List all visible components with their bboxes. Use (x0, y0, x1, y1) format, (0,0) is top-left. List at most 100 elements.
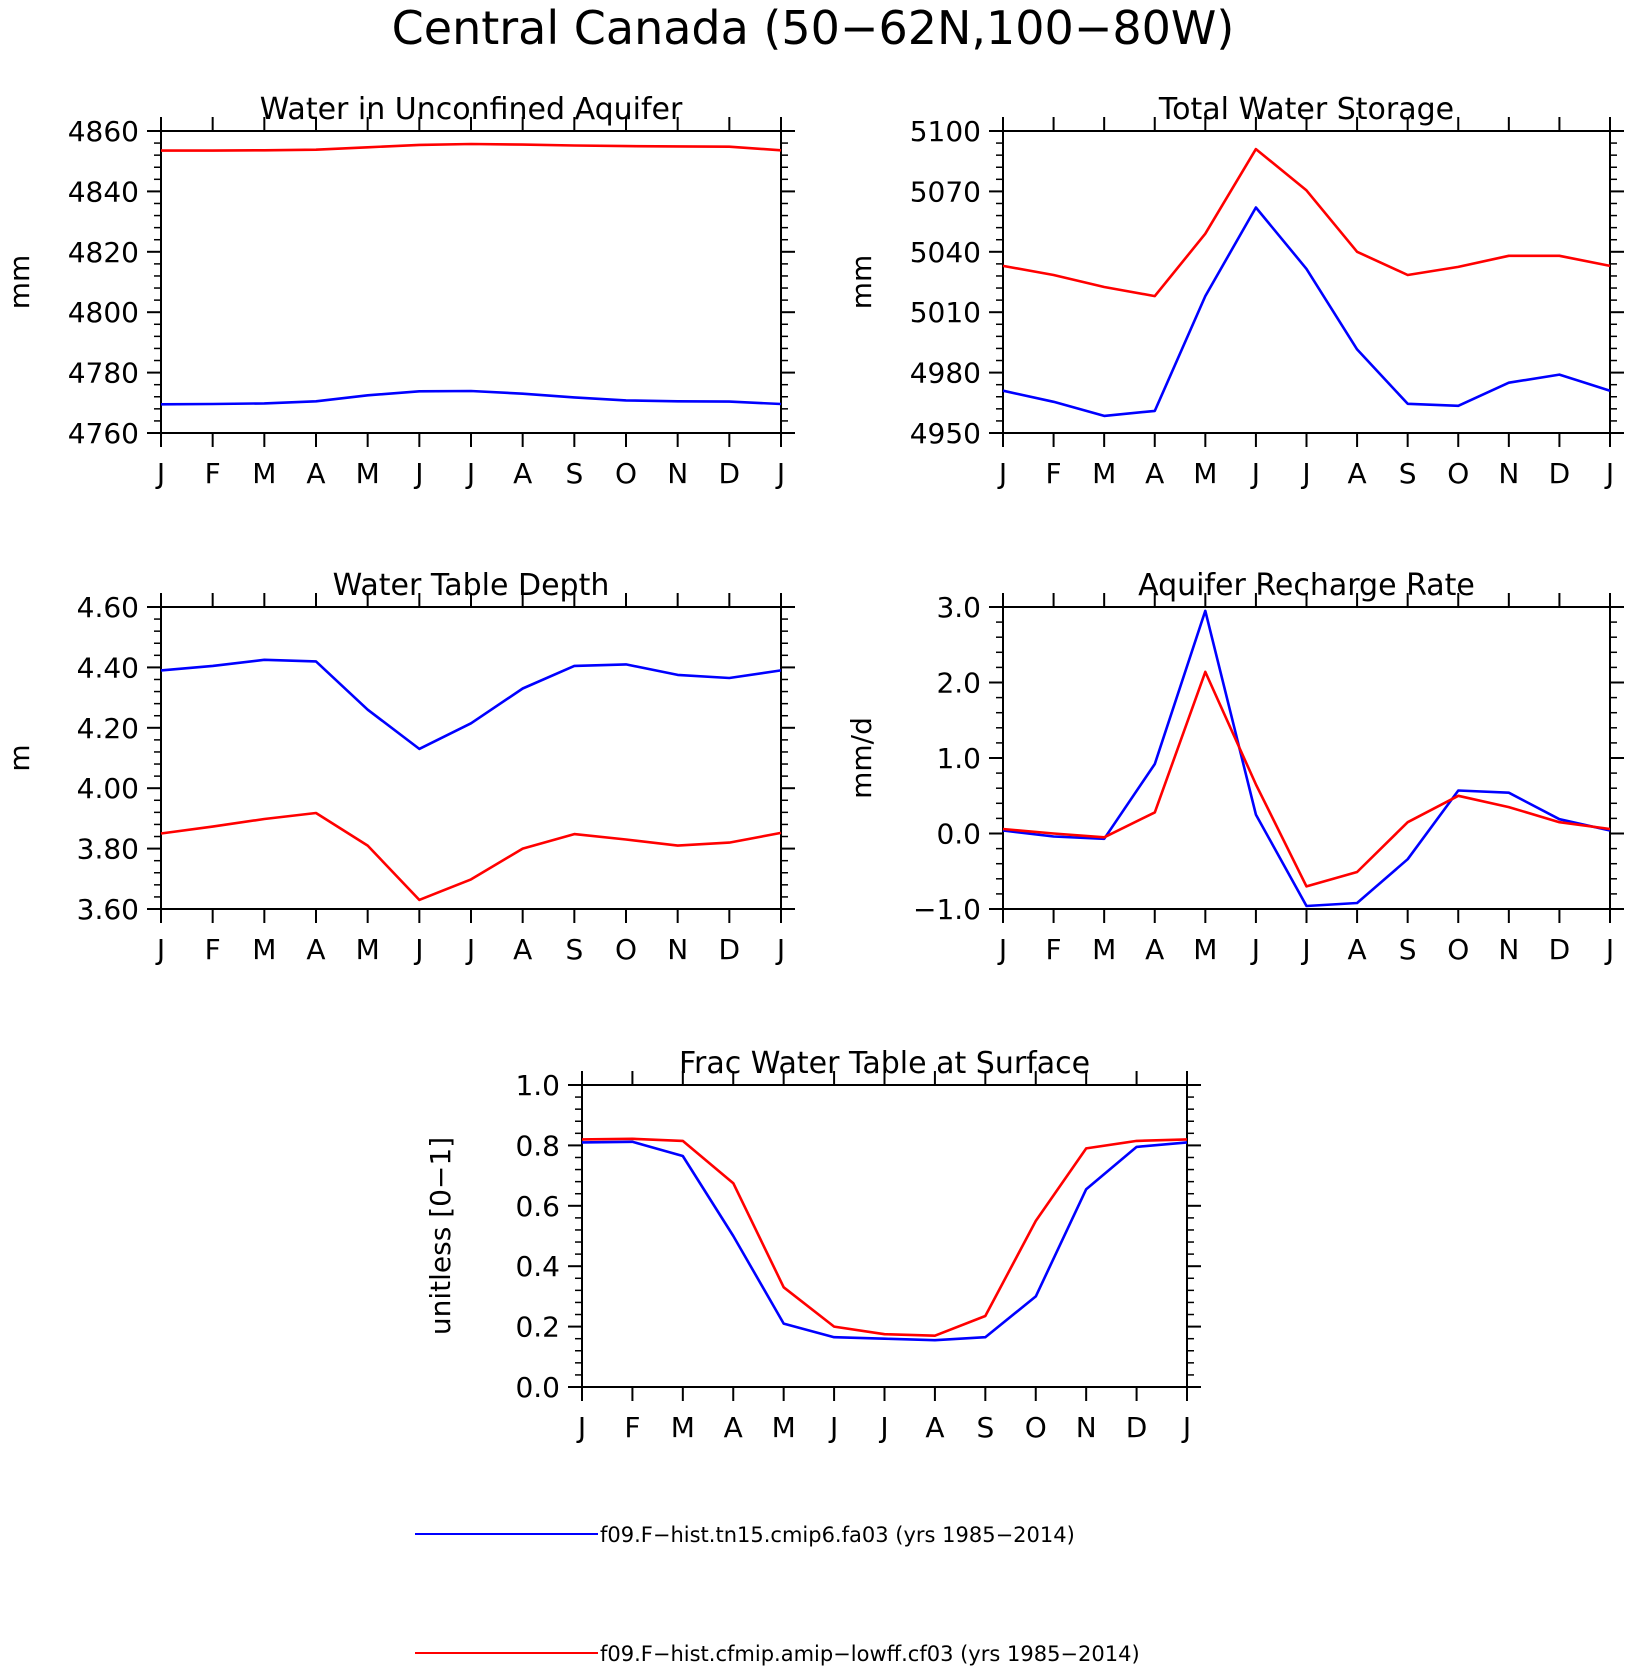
x-tick-label: F (1046, 933, 1062, 966)
x-tick-label: O (1447, 933, 1469, 966)
y-tick-label: 4.20 (77, 712, 139, 745)
x-tick-label: S (1399, 933, 1417, 966)
chart-panel-3: Water Table Depth3.603.804.004.204.404.6… (3, 568, 795, 966)
x-tick-label: M (671, 1411, 695, 1444)
x-tick-label: J (465, 933, 475, 966)
y-tick-label: 0.6 (515, 1190, 560, 1223)
x-tick-label: J (1300, 457, 1310, 490)
y-tick-label: 0.8 (515, 1129, 560, 1162)
y-tick-label: 0.0 (515, 1371, 560, 1404)
x-tick-label: F (205, 933, 221, 966)
x-tick-label: M (252, 933, 276, 966)
x-tick-label: N (667, 933, 688, 966)
x-tick-label: M (356, 457, 380, 490)
series-line-2 (160, 811, 782, 902)
x-tick-label: J (1250, 457, 1260, 490)
legend-entry-2: f09.F−hist.cfmip.amip−lowff.cf03 (yrs 19… (415, 1642, 1140, 1666)
y-tick-label: 4860 (68, 115, 139, 148)
x-tick-label: A (1348, 457, 1367, 490)
x-tick-label: D (1549, 457, 1571, 490)
y-axis-label: mm/d (845, 717, 878, 799)
chart-panel-2: Total Water Storage495049805010504050705… (845, 92, 1624, 490)
chart-panels: Water in Unconfined Aquifer4760478048004… (3, 92, 1624, 1444)
y-tick-label: 5010 (910, 296, 981, 329)
x-tick-label: J (1250, 933, 1260, 966)
legend-entry-1: f09.F−hist.tn15.cmip6.fa03 (yrs 1985−201… (415, 1523, 1075, 1547)
y-tick-label: 5070 (910, 175, 981, 208)
y-axis-label: mm (845, 255, 878, 310)
series-line-2 (161, 142, 782, 152)
x-tick-label: M (1193, 933, 1217, 966)
chart-panel-5: Frac Water Table at Surface0.00.20.40.60… (424, 1046, 1201, 1444)
x-tick-label: N (1498, 933, 1519, 966)
series-line-1 (1002, 206, 1611, 418)
x-tick-label: J (1181, 1411, 1191, 1444)
y-tick-label: 4.60 (77, 591, 139, 624)
x-tick-label: F (624, 1411, 640, 1444)
y-tick-label: 0.2 (515, 1311, 560, 1344)
x-tick-label: J (775, 457, 785, 490)
y-tick-label: 0.4 (515, 1250, 560, 1283)
x-tick-label: N (1076, 1411, 1097, 1444)
x-tick-label: M (772, 1411, 796, 1444)
legend-label: f09.F−hist.cfmip.amip−lowff.cf03 (yrs 19… (600, 1642, 1140, 1666)
x-tick-label: A (1145, 933, 1164, 966)
y-tick-label: 0.0 (936, 818, 981, 851)
x-tick-label: D (719, 457, 741, 490)
y-tick-label: 4820 (68, 236, 139, 269)
plot-frame (160, 130, 782, 434)
y-tick-label: 4.00 (77, 772, 139, 805)
x-tick-label: M (1193, 457, 1217, 490)
series-line-1 (1002, 609, 1611, 908)
y-tick-label: 3.80 (77, 833, 139, 866)
x-tick-label: O (615, 457, 637, 490)
x-tick-label: M (1092, 933, 1116, 966)
y-tick-label: 1.0 (515, 1069, 560, 1102)
x-tick-label: J (1604, 457, 1614, 490)
y-tick-label: 4.40 (77, 651, 139, 684)
x-tick-label: O (1025, 1411, 1047, 1444)
y-tick-label: 4950 (910, 417, 981, 450)
x-tick-label: D (719, 933, 741, 966)
legend-label: f09.F−hist.tn15.cmip6.fa03 (yrs 1985−201… (600, 1523, 1075, 1547)
chart-panel-4: Aquifer Recharge Rate−1.00.01.02.03.0J F M… (845, 568, 1624, 966)
figure-title: Central Canada (50−62N,100−80W) (392, 1, 1235, 55)
x-tick-label: A (306, 457, 325, 490)
x-tick-label: N (1498, 457, 1519, 490)
x-tick-label: A (513, 933, 532, 966)
series-line-1 (581, 1140, 1188, 1342)
x-tick-label: A (1145, 457, 1164, 490)
plot-frame (581, 1084, 1188, 1388)
x-tick-label: O (615, 933, 637, 966)
x-tick-label: S (565, 457, 583, 490)
y-tick-label: 4760 (68, 417, 139, 450)
y-tick-label: 5040 (910, 236, 981, 269)
x-tick-label: M (356, 933, 380, 966)
x-tick-label: M (252, 457, 276, 490)
x-tick-label: S (565, 933, 583, 966)
series-line-1 (160, 658, 782, 751)
y-tick-label: 3.60 (77, 893, 139, 926)
x-tick-label: A (306, 933, 325, 966)
y-tick-label: 4780 (68, 357, 139, 390)
series-line-2 (1002, 670, 1611, 888)
y-tick-label: 3.0 (936, 591, 981, 624)
y-tick-label: −1.0 (913, 893, 981, 926)
x-tick-label: N (667, 457, 688, 490)
y-tick-label: 1.0 (936, 742, 981, 775)
x-tick-label: A (513, 457, 532, 490)
x-tick-label: J (413, 933, 423, 966)
x-tick-label: A (724, 1411, 743, 1444)
x-tick-label: F (1046, 457, 1062, 490)
y-tick-label: 5100 (910, 115, 981, 148)
x-tick-label: J (997, 933, 1007, 966)
x-tick-label: J (878, 1411, 888, 1444)
x-tick-label: O (1447, 457, 1469, 490)
y-axis-label: m (3, 744, 36, 771)
series-line-2 (1002, 147, 1611, 298)
x-tick-label: J (1300, 933, 1310, 966)
plot-frame (160, 606, 782, 910)
y-tick-label: 4840 (68, 175, 139, 208)
y-tick-label: 4800 (68, 296, 139, 329)
plot-frame (1002, 130, 1611, 434)
